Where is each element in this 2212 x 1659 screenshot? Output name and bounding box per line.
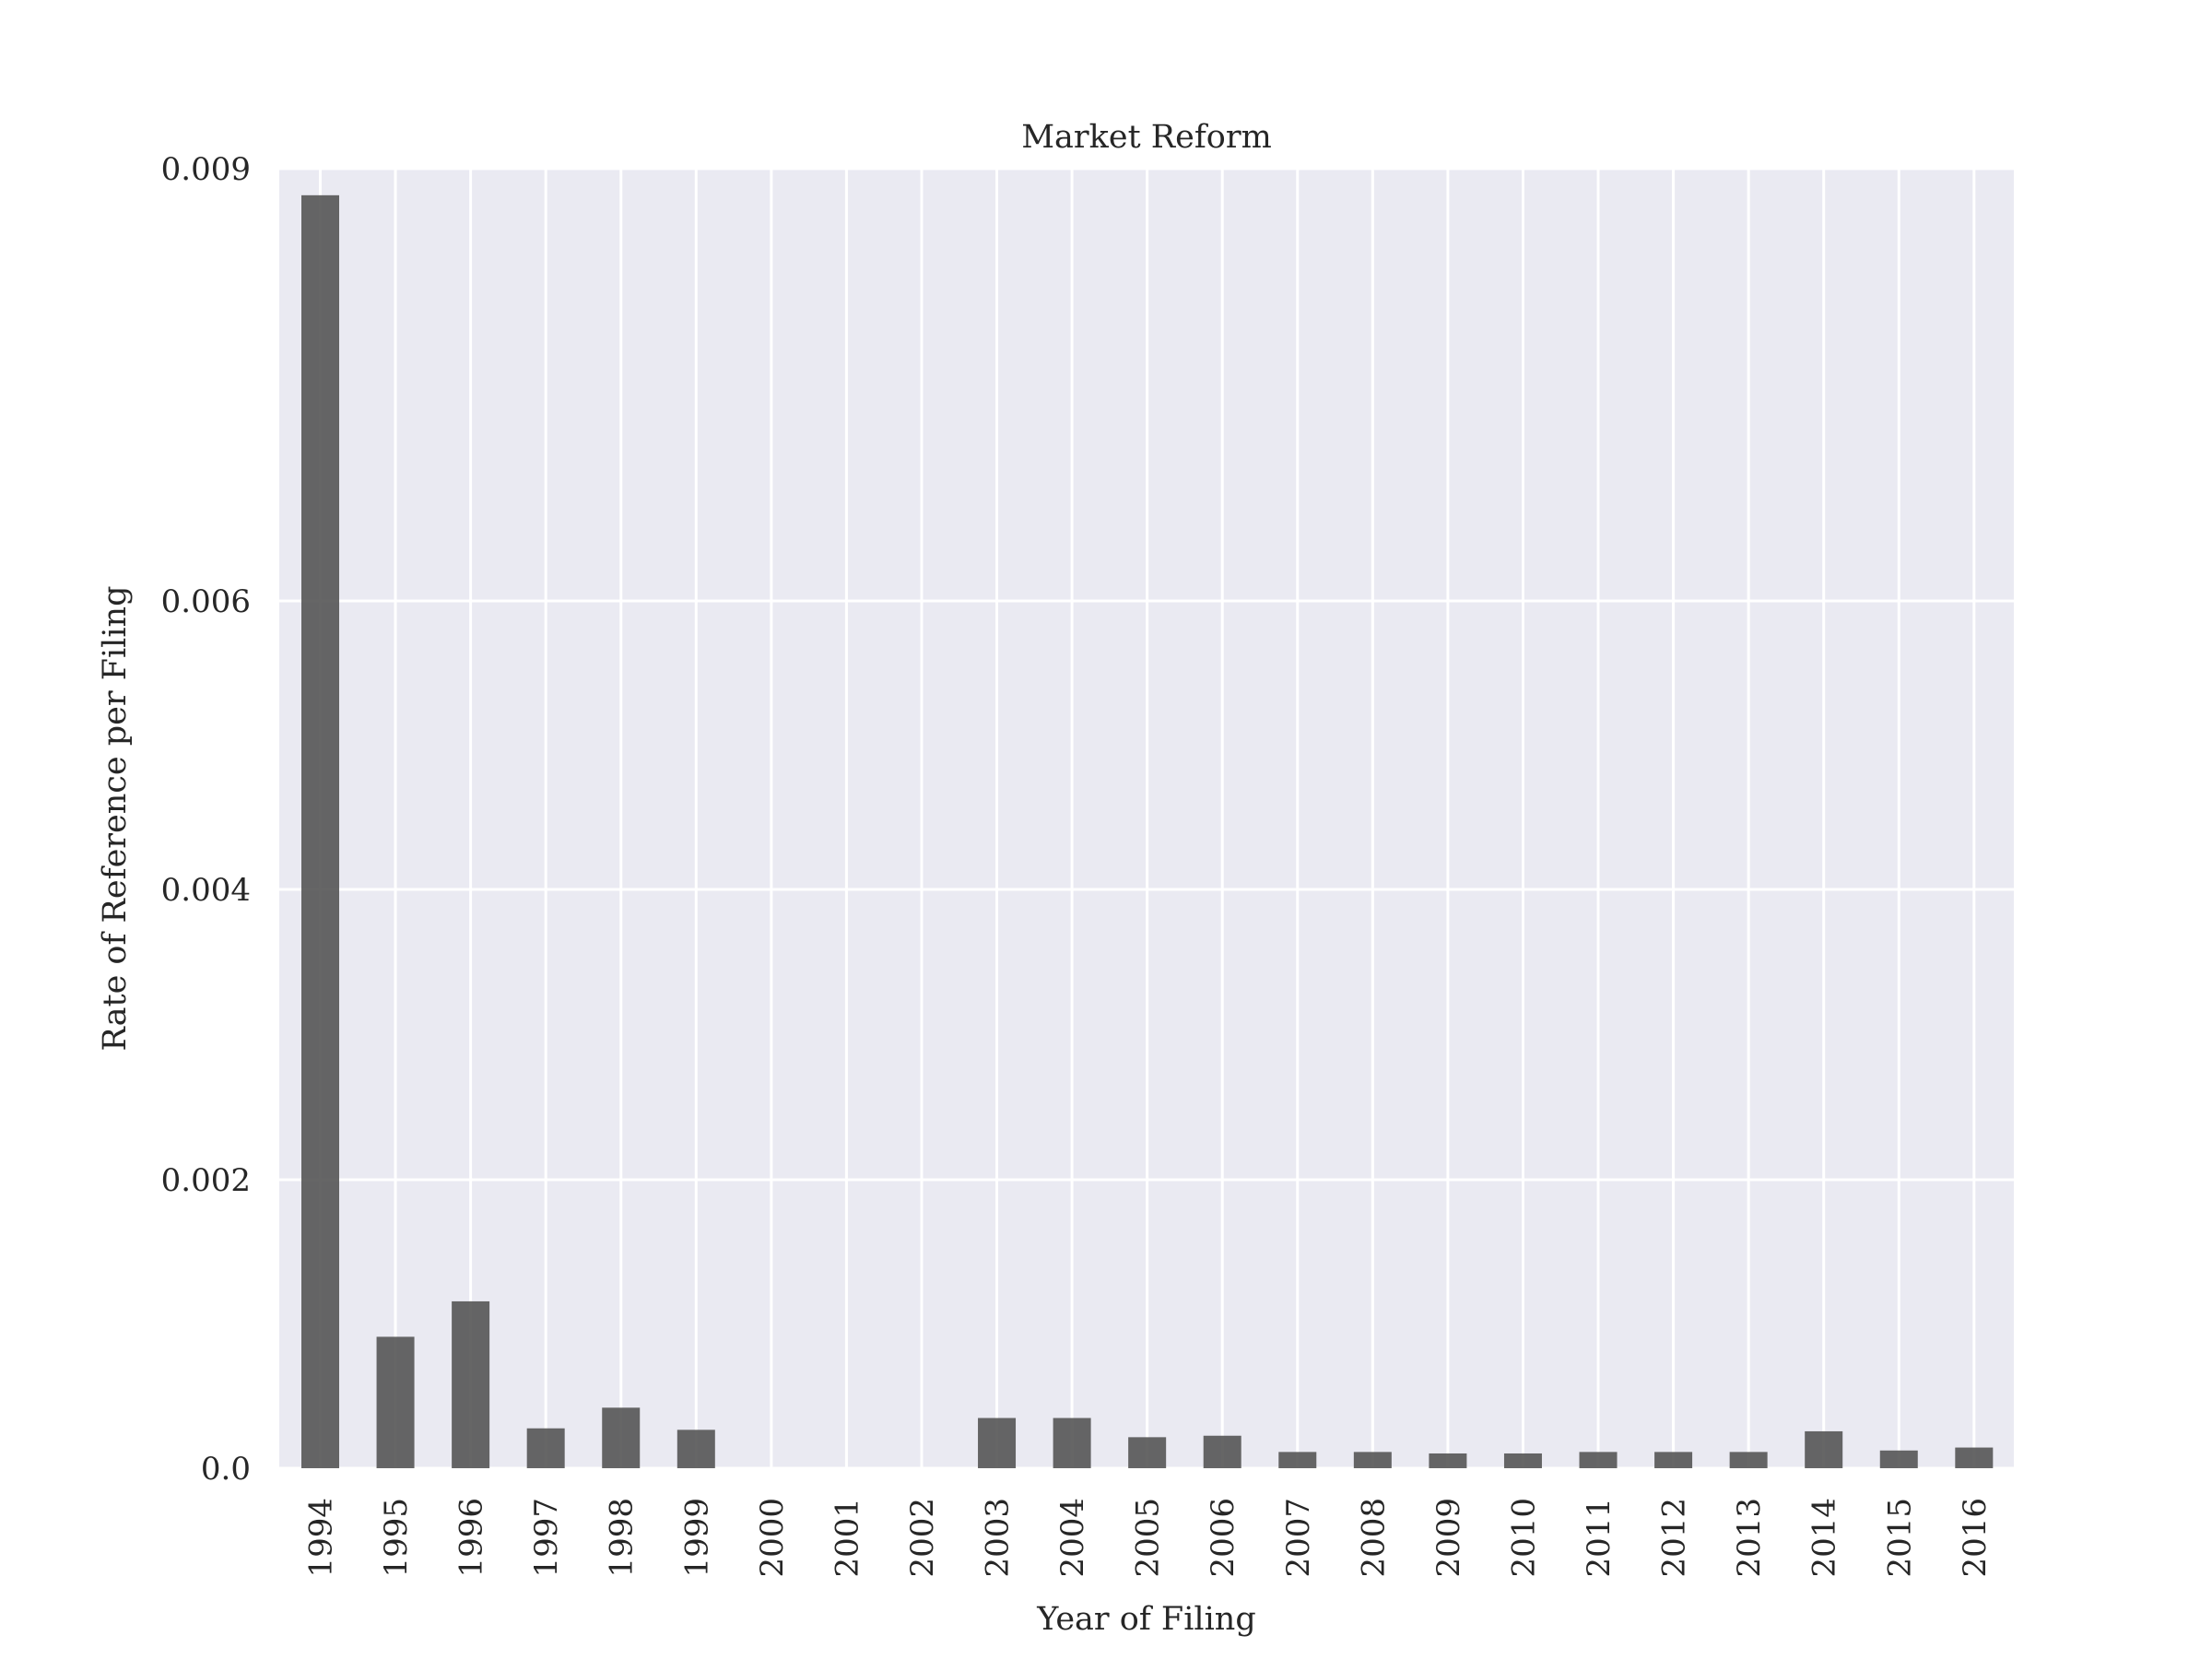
- x-tick-label: 2001: [829, 1498, 865, 1578]
- bar-2004: [1053, 1418, 1091, 1468]
- x-tick-label: 2002: [904, 1498, 941, 1578]
- x-tick-label: 1999: [678, 1498, 715, 1578]
- y-tick-label: 0.0: [201, 1451, 251, 1488]
- x-tick-label: 2013: [1731, 1498, 1768, 1578]
- x-tick-label: 2005: [1130, 1498, 1167, 1578]
- x-tick-label: 2015: [1881, 1498, 1918, 1578]
- bar-2014: [1805, 1430, 1843, 1468]
- bars: [301, 194, 1994, 1468]
- x-tick-label: 1995: [378, 1498, 415, 1578]
- y-axis-label: Rate of Reference per Filing: [97, 585, 134, 1051]
- x-tick-label: 1996: [453, 1498, 490, 1578]
- x-tick-label: 2014: [1806, 1498, 1843, 1578]
- x-tick-label: 1998: [604, 1498, 641, 1578]
- x-tick-label: 2006: [1205, 1498, 1241, 1578]
- bar-2015: [1879, 1450, 1918, 1468]
- bar-1995: [376, 1336, 415, 1468]
- x-axis-label: Year of Filing: [1036, 1601, 1255, 1638]
- x-tick-label: 2007: [1280, 1498, 1317, 1578]
- bar-2011: [1579, 1452, 1618, 1468]
- y-tick-label: 0.004: [161, 872, 251, 909]
- bar-2005: [1128, 1437, 1167, 1468]
- bar-1996: [452, 1300, 490, 1468]
- bar-2010: [1503, 1453, 1542, 1468]
- x-tick-label: 2016: [1957, 1498, 1994, 1578]
- bar-2009: [1429, 1453, 1467, 1468]
- bar-2013: [1729, 1452, 1768, 1468]
- bar-2016: [1955, 1447, 1994, 1468]
- x-tick-label: 1997: [528, 1498, 565, 1578]
- x-tick-label: 2011: [1581, 1498, 1618, 1578]
- y-tick-label: 0.006: [161, 583, 251, 620]
- bar-2006: [1203, 1435, 1241, 1468]
- x-tick-label: 2009: [1430, 1498, 1467, 1578]
- bar-2012: [1654, 1452, 1693, 1468]
- grid-lines: [279, 167, 2014, 1470]
- x-tick-label: 2012: [1656, 1498, 1693, 1578]
- bar-1997: [526, 1428, 565, 1468]
- y-tick-label: 0.002: [161, 1162, 251, 1199]
- bar-1999: [677, 1430, 715, 1468]
- bar-2007: [1278, 1452, 1317, 1468]
- y-axis-ticks: 0.0 0.002 0.004 0.006 0.009: [161, 151, 251, 1488]
- x-tick-label: 2000: [754, 1498, 791, 1578]
- x-tick-label: 2003: [980, 1498, 1017, 1578]
- bar-1998: [602, 1407, 641, 1468]
- bar-2008: [1353, 1452, 1392, 1468]
- x-tick-label: 1994: [303, 1498, 340, 1578]
- x-tick-label: 2008: [1355, 1498, 1392, 1578]
- x-tick-label: 2010: [1505, 1498, 1542, 1578]
- bar-1994: [301, 194, 339, 1468]
- chart-title: Market Reform: [1021, 119, 1272, 156]
- x-axis-ticks: 1994 1995 1996 1997 1998 1999 2000 2001 2002 2003…: [303, 1498, 1994, 1578]
- y-tick-label: 0.009: [161, 151, 251, 188]
- bar-2003: [978, 1418, 1017, 1468]
- x-tick-label: 2004: [1054, 1498, 1091, 1578]
